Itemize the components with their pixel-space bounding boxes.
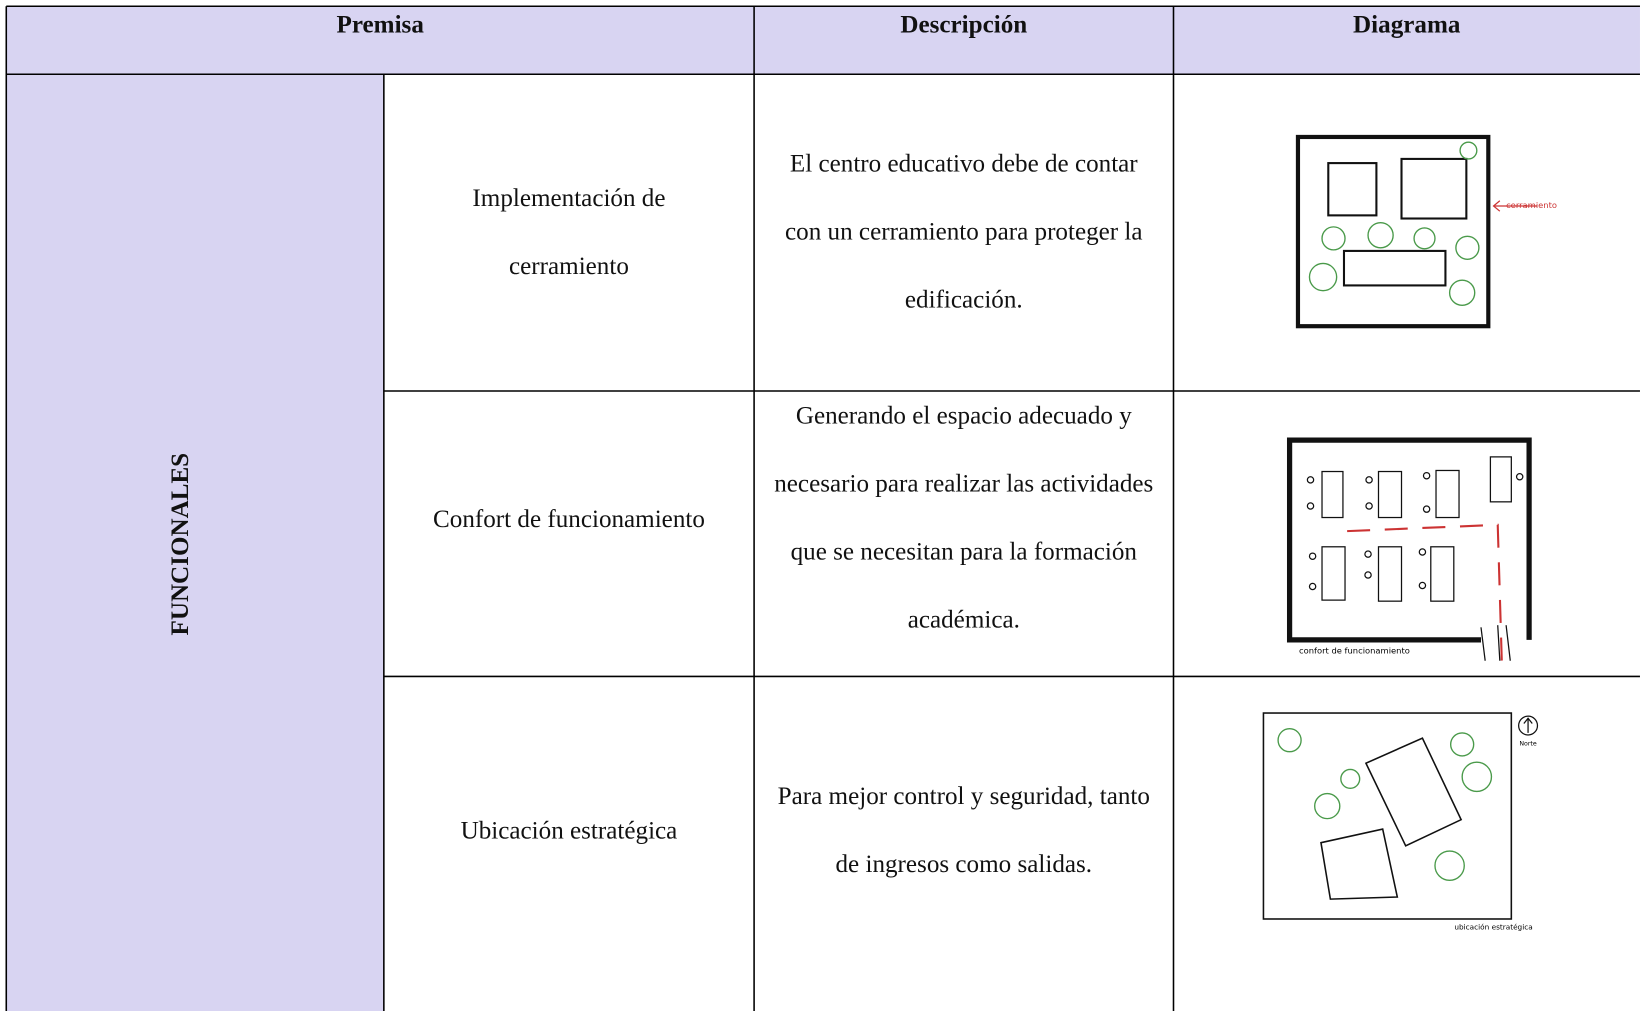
diagram-enclosure: cerramiento <box>1295 134 1557 329</box>
group-label: FUNCIONALES <box>166 452 195 635</box>
premise-cell: Implementación de cerramiento <box>472 184 666 280</box>
grid-lines <box>5 5 1640 1011</box>
header-cell: Descripción <box>900 11 1028 39</box>
header-bg <box>6 6 1640 75</box>
diagram-label: confort de funcionamiento <box>1299 645 1410 655</box>
north-label: Norte <box>1519 740 1537 747</box>
description-cell: El centro educativo debe de contar con u… <box>785 150 1143 314</box>
diagram-label: cerramiento <box>1506 200 1557 210</box>
diagram-label: ubicación estratégica <box>1454 922 1532 931</box>
diagram-comfort: confort de funcionamiento <box>1286 437 1532 665</box>
premise-cell: Ubicación estratégica <box>460 817 678 845</box>
description-cell: Para mejor control y seguridad, tanto de… <box>777 783 1150 879</box>
header-cell: Premisa <box>336 11 424 39</box>
description-cell: Generando el espacio adecuado y necesari… <box>774 402 1154 634</box>
diagram-location: Norte ubicación estratégica <box>1262 712 1539 931</box>
group-bg <box>6 74 384 1011</box>
header-cell: Diagrama <box>1353 11 1461 39</box>
premise-cell: Confort de funcionamiento <box>433 505 705 533</box>
